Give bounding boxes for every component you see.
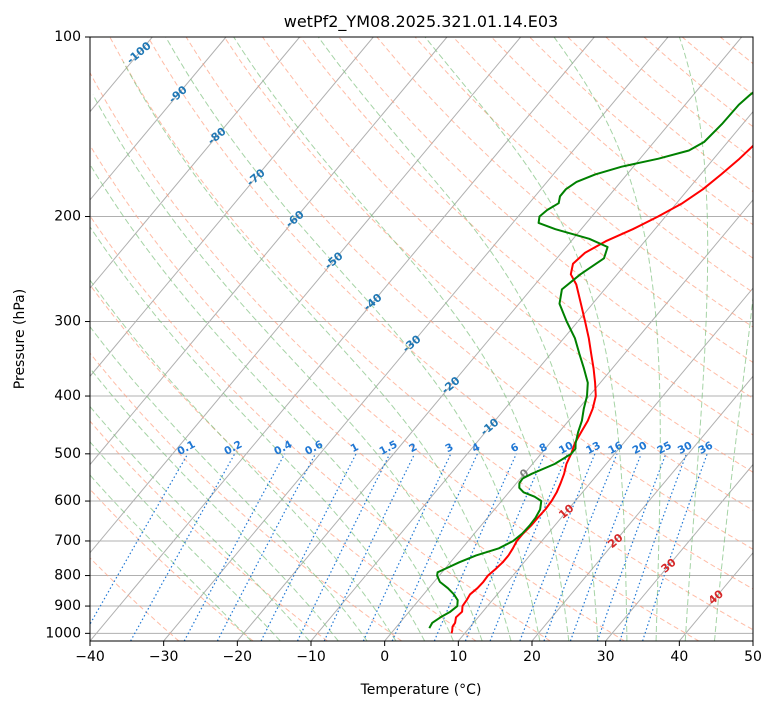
background-lines — [90, 37, 753, 641]
moist-adiabat-line — [90, 441, 281, 641]
moist-adiabat-line — [317, 37, 599, 641]
mixing-ratio-line — [519, 453, 596, 641]
isotherm-line — [90, 37, 227, 201]
isotherm-line — [384, 199, 753, 641]
y-tick-label: 400 — [54, 388, 81, 404]
x-tick-label: −20 — [223, 649, 253, 665]
mixing-ratio-line — [569, 453, 642, 641]
x-tick-label: 20 — [523, 649, 541, 665]
isotherm-line — [90, 37, 522, 554]
moist-adiabat-line — [424, 37, 628, 641]
moist-adiabat-line — [122, 61, 512, 641]
y-tick-label: 200 — [54, 209, 81, 225]
chart-title: wetPf2_YM08.2025.321.01.14.E03 — [284, 12, 558, 32]
dry-adiabat-line — [90, 488, 254, 641]
isotherm-line — [457, 287, 753, 641]
isotherm-line — [605, 463, 753, 641]
x-tick-label: 40 — [670, 649, 688, 665]
moist-adiabat-line — [714, 294, 753, 641]
x-tick-label: 10 — [449, 649, 467, 665]
isotherm-line — [531, 375, 753, 641]
x-axis-label: Temperature (°C) — [360, 682, 482, 698]
dry-adiabat-line — [262, 37, 753, 473]
dry-adiabat-line — [452, 37, 753, 293]
x-tick-label: 0 — [380, 649, 389, 665]
mixing-ratio-line — [489, 453, 569, 641]
mixing-ratio-line — [183, 453, 286, 641]
moist-adiabat-line — [90, 474, 252, 641]
isotherm-line — [90, 37, 595, 641]
isotherm-line — [310, 110, 753, 641]
moist-adiabat-line — [90, 405, 310, 641]
moist-adiabat-line — [553, 37, 661, 641]
mixing-ratio-line — [362, 453, 452, 641]
isotherm-line — [90, 37, 448, 466]
mixing-ratio-line — [464, 453, 546, 641]
y-tick-label: 900 — [54, 598, 81, 614]
mixing-ratio-line — [619, 453, 687, 641]
moist-adiabat-line — [90, 225, 426, 641]
y-tick-label: 700 — [54, 533, 81, 549]
dry-adiabat-line — [90, 284, 477, 641]
isotherm-line — [90, 37, 374, 378]
y-tick-label: 800 — [54, 568, 81, 584]
mixing-ratio-line — [90, 453, 189, 626]
moist-adiabat-line — [90, 279, 397, 641]
isotherm-line — [236, 37, 743, 641]
y-tick-label: 100 — [54, 29, 81, 45]
moist-adiabat-line — [90, 367, 339, 641]
mixing-ratio-line — [323, 453, 416, 641]
dry-adiabat-line — [185, 37, 753, 550]
moist-adiabat-line — [165, 37, 541, 641]
mixing-ratio-line — [433, 453, 517, 641]
y-tick-label: 300 — [54, 314, 81, 330]
y-tick-label: 600 — [54, 493, 81, 509]
dry-adiabat-line — [90, 71, 700, 641]
x-tick-label: 50 — [744, 649, 762, 665]
x-tick-label: 30 — [597, 649, 615, 665]
dry-adiabat-line — [338, 37, 753, 399]
mixing-ratio-line — [543, 453, 618, 641]
plot-frame — [89, 36, 754, 642]
y-axis-label: Pressure (hPa) — [12, 289, 28, 389]
dewpoint-profile-line — [428, 91, 753, 629]
moist-adiabat-line — [90, 325, 368, 641]
mixing-ratio-line — [596, 453, 667, 641]
moist-adiabat-line — [90, 163, 454, 641]
isotherm-line — [90, 37, 301, 289]
dry-adiabat-line — [223, 37, 753, 511]
mixing-ratio-line — [642, 453, 708, 641]
moist-adiabat-line — [92, 94, 483, 641]
dry-adiabat-line — [90, 214, 551, 641]
axes: −40 −30 −20 −10 0 10 20 30 40 50 100 200 300 400 500 60… — [45, 29, 762, 665]
dry-adiabat-line — [376, 37, 753, 363]
profile-series — [428, 91, 753, 634]
y-tick-label: 500 — [54, 446, 81, 462]
y-tick-label: 1000 — [45, 625, 81, 641]
x-tick-label: −30 — [149, 649, 179, 665]
mixing-ratio-line — [391, 453, 478, 641]
x-tick-label: −10 — [296, 649, 326, 665]
dry-adiabat-line — [109, 37, 753, 631]
x-tick-label: −40 — [75, 649, 105, 665]
dry-adiabat-line — [90, 420, 328, 641]
moist-adiabat-line — [233, 37, 570, 641]
